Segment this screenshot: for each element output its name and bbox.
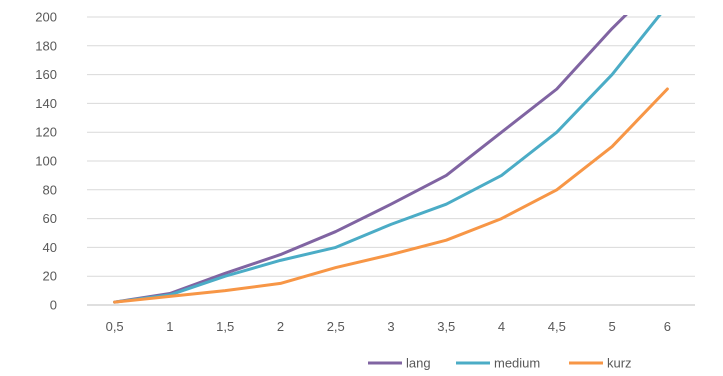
legend-label-medium: medium (494, 356, 540, 371)
x-tick-label: 4,5 (548, 319, 566, 334)
x-tick-label: 1,5 (216, 319, 234, 334)
x-tick-label: 2 (277, 319, 284, 334)
x-tick-label: 4 (498, 319, 505, 334)
y-tick-label: 160 (35, 67, 57, 82)
y-tick-label: 20 (43, 269, 57, 284)
x-tick-label: 1 (166, 319, 173, 334)
x-tick-label: 3 (387, 319, 394, 334)
y-tick-label: 0 (50, 298, 57, 313)
y-tick-label: 60 (43, 211, 57, 226)
x-tick-label: 0,5 (106, 319, 124, 334)
series-line-medium (115, 5, 668, 302)
grid (87, 17, 695, 305)
y-tick-label: 120 (35, 125, 57, 140)
y-tick-label: 200 (35, 10, 57, 25)
y-tick-label: 140 (35, 96, 57, 111)
x-tick-label: 2,5 (327, 319, 345, 334)
y-tick-label: 180 (35, 38, 57, 53)
y-tick-label: 100 (35, 154, 57, 169)
y-tick-label: 40 (43, 240, 57, 255)
x-tick-label: 3,5 (437, 319, 455, 334)
legend-label-kurz: kurz (607, 356, 632, 371)
series-line-kurz (115, 89, 668, 302)
x-tick-label: 5 (608, 319, 615, 334)
x-tick-label: 6 (664, 319, 671, 334)
legend-label-lang: lang (406, 356, 431, 371)
y-tick-label: 80 (43, 182, 57, 197)
axes: 0 20 40 60 80 100 120 140 160 180 200 0,5 1 1,5 2 2,5 3 3… (35, 10, 695, 335)
legend: lang medium kurz (368, 356, 632, 371)
